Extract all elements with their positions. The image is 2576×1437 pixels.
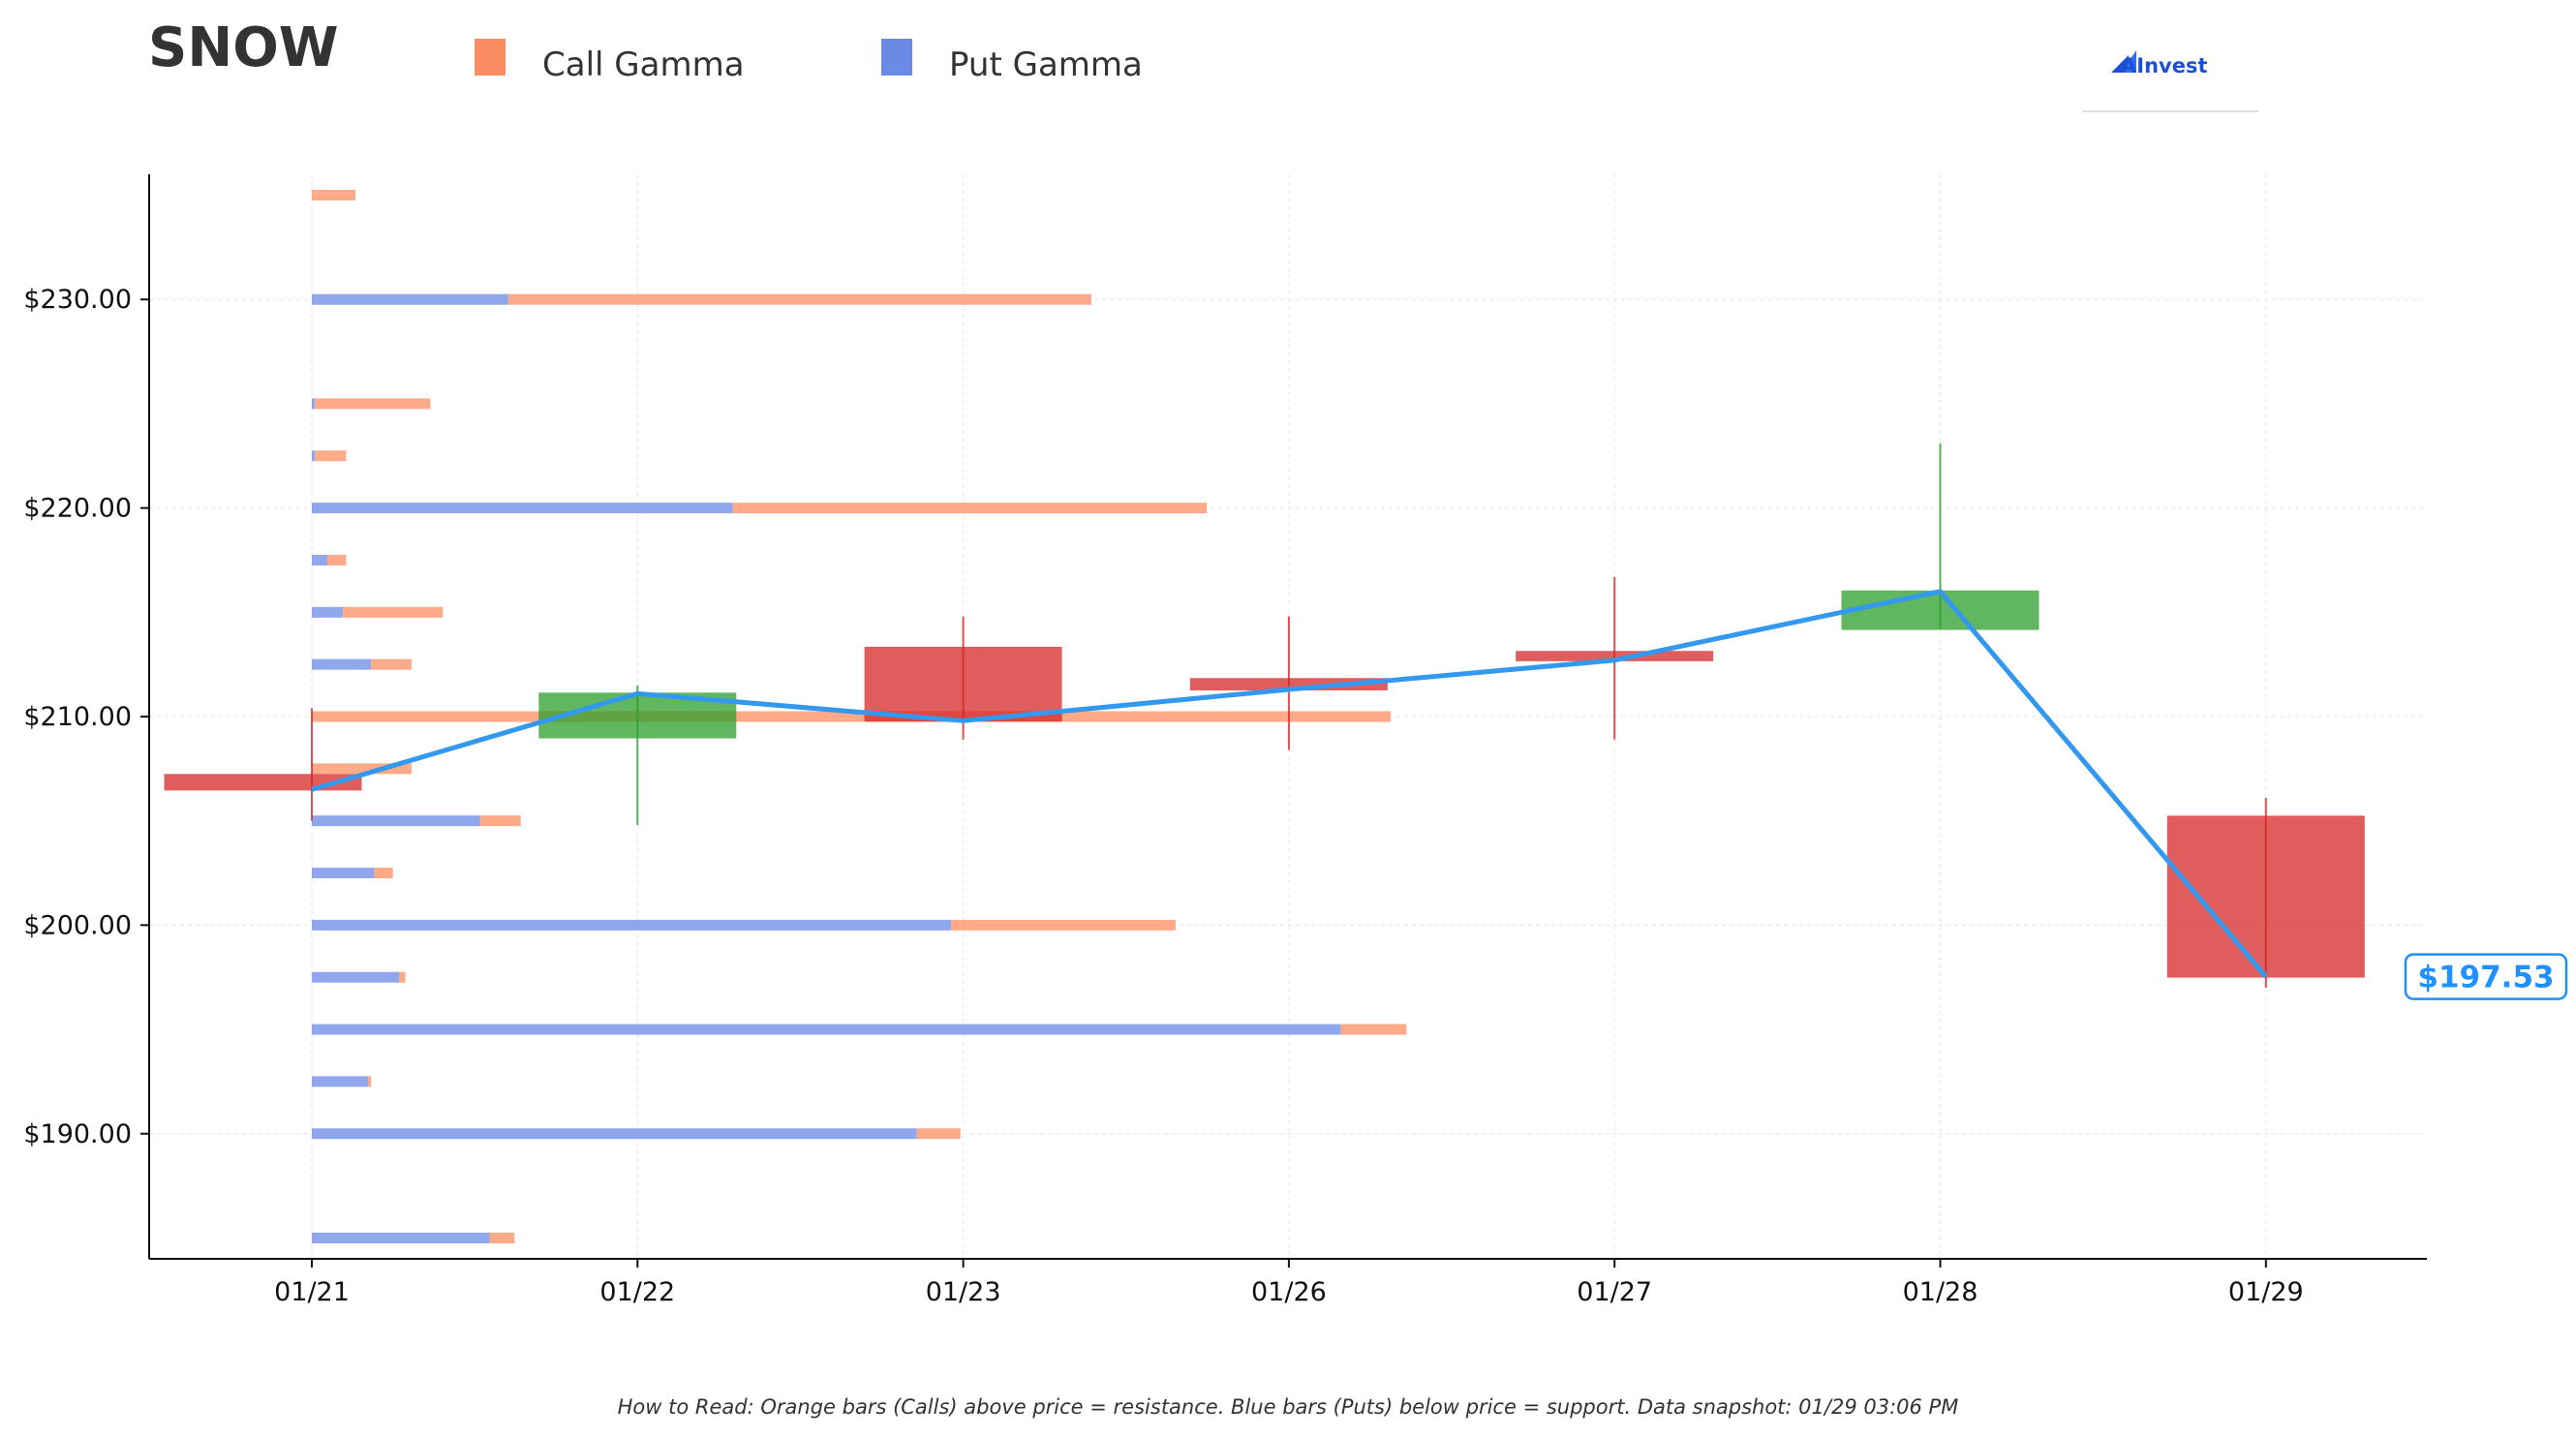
call-gamma-bar	[312, 190, 356, 201]
call-gamma-bar	[312, 711, 1392, 722]
legend-swatch-put	[881, 39, 912, 76]
x-tick-label: 01/29	[2228, 1277, 2304, 1307]
ainvest-logo: AInvest	[2082, 50, 2258, 112]
call-gamma-bar	[732, 503, 1208, 514]
legend-label-call: Call Gamma	[542, 46, 745, 84]
legend: Call Gamma Put Gamma	[475, 39, 1143, 84]
call-gamma-bar	[489, 1232, 515, 1243]
gamma-bars	[312, 190, 1407, 1243]
legend-label-put: Put Gamma	[949, 46, 1143, 84]
call-gamma-bar	[507, 293, 1091, 305]
x-tick-label: 01/21	[274, 1277, 350, 1307]
call-gamma-bar	[1340, 1024, 1407, 1035]
price-line-layer	[311, 589, 2268, 979]
price-line	[311, 589, 2268, 979]
call-gamma-bar	[374, 868, 393, 879]
put-gamma-bar	[312, 658, 372, 670]
axes: $190.00 $200.00 $210.00 $220.00 $230.00 01/21…	[23, 174, 2427, 1307]
put-gamma-bar	[312, 554, 328, 566]
call-gamma-bar	[479, 815, 521, 827]
logo-mark-icon	[2111, 50, 2136, 73]
put-gamma-bar	[312, 971, 400, 983]
put-gamma-bar	[312, 1076, 368, 1087]
legend-swatch-call	[475, 39, 506, 76]
price-tag-box	[2404, 953, 2568, 1000]
put-gamma-bar	[312, 450, 316, 462]
put-gamma-bar	[312, 815, 480, 827]
call-gamma-bar	[343, 606, 444, 618]
footnote: How to Read: Orange bars (Calls) above p…	[618, 1395, 1959, 1419]
price-tag-label: $197.53	[2417, 961, 2554, 995]
put-gamma-bar	[312, 606, 344, 618]
call-gamma-bar	[951, 919, 1176, 931]
call-gamma-bar	[312, 763, 413, 775]
candle-body	[1841, 590, 2039, 630]
call-gamma-bar	[367, 1076, 372, 1087]
y-tick-label: $230.00	[23, 285, 132, 315]
put-gamma-bar	[312, 503, 733, 514]
y-tick-label: $220.00	[23, 494, 132, 524]
put-gamma-bar	[312, 1232, 490, 1243]
call-gamma-bar	[327, 554, 347, 566]
x-tick-label: 01/23	[926, 1277, 1001, 1307]
call-gamma-bar	[371, 658, 413, 670]
put-gamma-bar	[312, 919, 952, 931]
candle-body	[164, 774, 362, 791]
x-tick-label: 01/26	[1251, 1277, 1327, 1307]
y-tick-label: $200.00	[23, 910, 132, 940]
call-gamma-bar	[315, 398, 431, 410]
ticker-title: SNOW	[148, 16, 339, 79]
call-gamma-bar	[916, 1128, 961, 1140]
last-price-tag: $197.53	[2404, 953, 2568, 1000]
put-gamma-bar	[312, 398, 316, 410]
call-gamma-bar	[399, 971, 406, 983]
put-gamma-bar	[312, 1024, 1341, 1035]
y-tick-label: $190.00	[23, 1119, 132, 1149]
y-tick-label: $210.00	[23, 702, 132, 732]
put-gamma-bar	[312, 293, 508, 305]
put-gamma-bar	[312, 868, 375, 879]
candle-body	[864, 646, 1062, 722]
x-tick-label: 01/28	[1903, 1277, 1978, 1307]
x-tick-label: 01/22	[599, 1277, 675, 1307]
logo-text: AInvest	[2121, 54, 2208, 77]
x-tick-label: 01/27	[1577, 1277, 1652, 1307]
call-gamma-bar	[315, 450, 347, 462]
put-gamma-bar	[312, 1128, 917, 1140]
